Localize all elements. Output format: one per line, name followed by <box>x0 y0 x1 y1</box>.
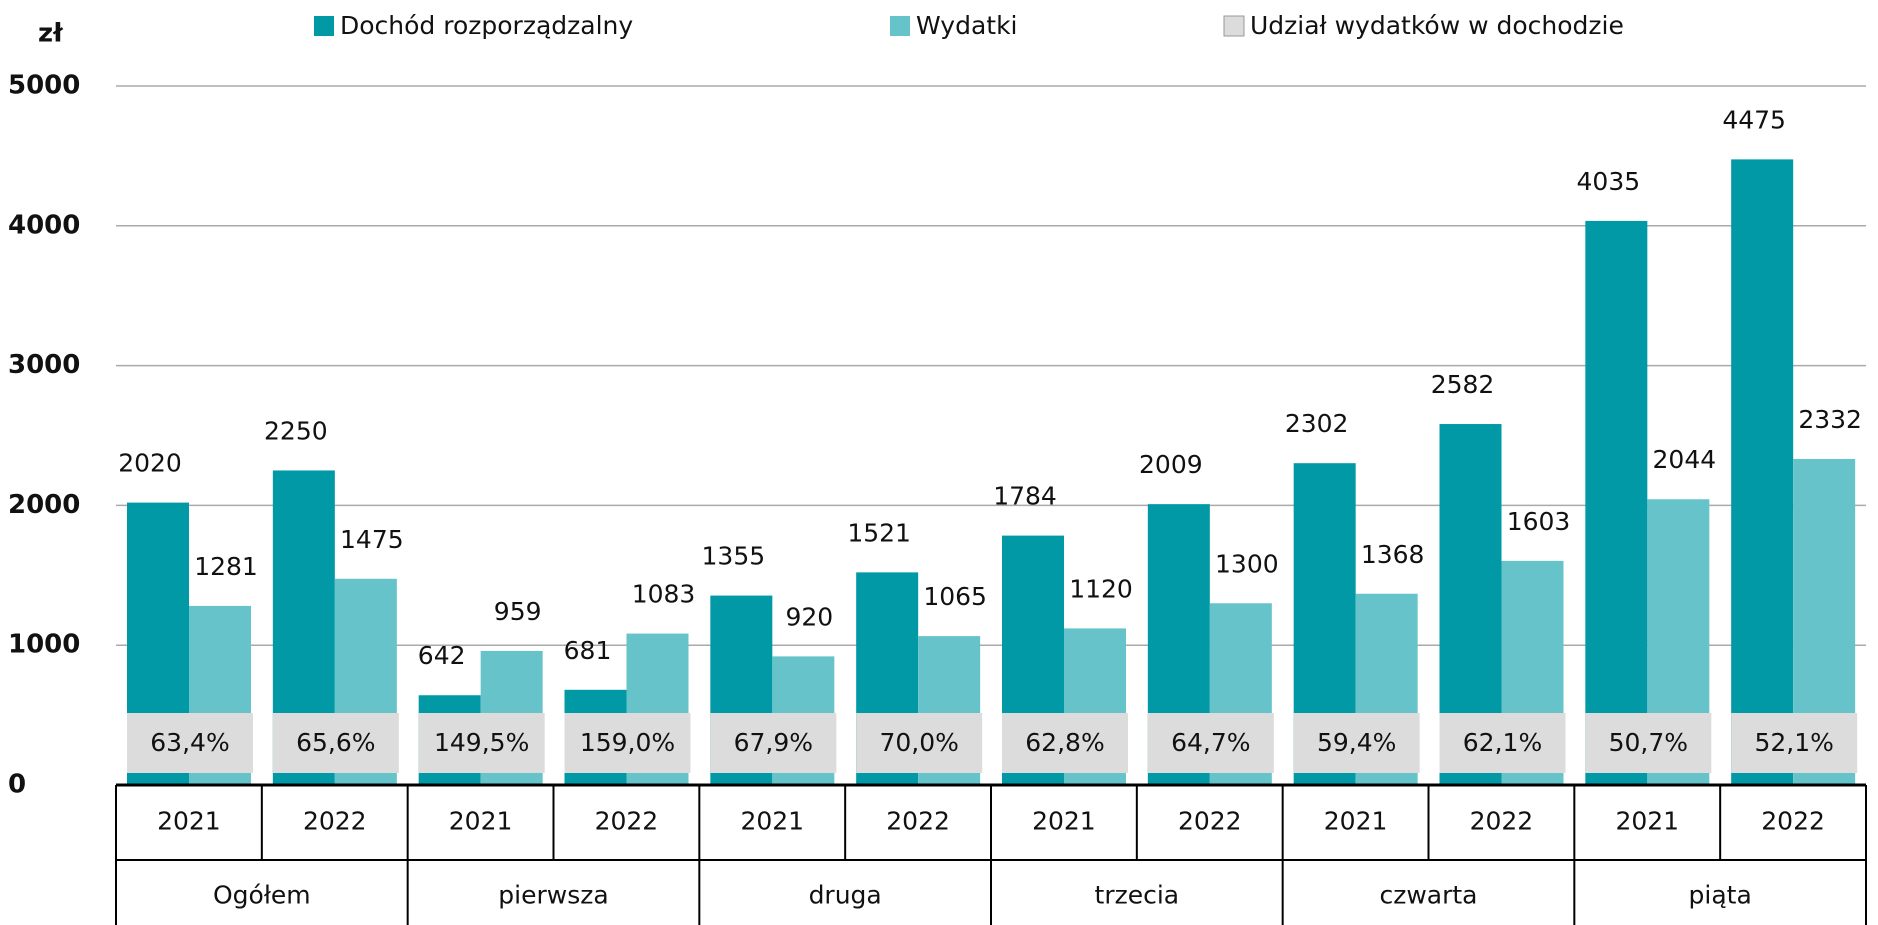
share-box <box>564 713 691 773</box>
share-label: 59,4% <box>1317 728 1396 757</box>
y-tick-label: 3000 <box>8 350 80 380</box>
share-label: 62,8% <box>1025 728 1104 757</box>
x-tick-label: 2021 <box>157 807 221 836</box>
value-label: 1368 <box>1361 540 1425 569</box>
value-label: 2250 <box>264 416 328 445</box>
value-label: 1784 <box>993 482 1057 511</box>
share-box <box>710 713 837 773</box>
x-tick-label: 2022 <box>1470 807 1534 836</box>
x-tick-label: 2022 <box>595 807 659 836</box>
y-axis-label: zł <box>38 19 64 49</box>
share-label: 159,0% <box>580 728 675 757</box>
value-label: 681 <box>564 636 612 665</box>
value-label: 2302 <box>1285 409 1349 438</box>
share-box <box>1002 713 1128 773</box>
group-label: piąta <box>1689 881 1752 910</box>
value-label: 1281 <box>194 552 258 581</box>
value-label: 1355 <box>702 542 766 571</box>
share-label: 52,1% <box>1754 728 1833 757</box>
share-label: 63,4% <box>150 728 229 757</box>
y-tick-label: 4000 <box>8 210 80 240</box>
y-tick-label: 5000 <box>8 71 80 101</box>
value-label: 2020 <box>118 449 182 478</box>
share-box <box>1293 713 1420 773</box>
value-label: 1521 <box>847 518 911 547</box>
legend-swatch <box>1223 15 1245 37</box>
share-box <box>1439 713 1566 773</box>
share-label: 50,7% <box>1609 728 1688 757</box>
share-label: 149,5% <box>434 728 529 757</box>
x-tick-label: 2021 <box>740 807 804 836</box>
value-label: 959 <box>494 597 542 626</box>
share-label: 62,1% <box>1463 728 1542 757</box>
legend-label: Dochód rozporządzalny <box>340 11 633 40</box>
value-label: 1120 <box>1069 574 1133 603</box>
share-box <box>1585 713 1712 773</box>
x-tick-label: 2021 <box>1032 807 1096 836</box>
share-box <box>418 713 545 773</box>
share-box <box>272 713 399 773</box>
legend-swatch <box>890 16 910 36</box>
bar <box>1585 220 1648 786</box>
value-label: 920 <box>785 602 833 631</box>
legend-label: Wydatki <box>916 11 1018 40</box>
x-tick-label: 2021 <box>1615 807 1679 836</box>
value-label: 1300 <box>1215 549 1279 578</box>
x-tick-label: 2022 <box>1761 807 1825 836</box>
share-label: 64,7% <box>1171 728 1250 757</box>
legend-swatch <box>314 16 334 36</box>
y-tick-label: 1000 <box>8 630 80 660</box>
value-label: 2009 <box>1139 450 1203 479</box>
x-tick-label: 2021 <box>449 807 513 836</box>
value-label: 4035 <box>1577 167 1641 196</box>
share-box <box>1731 713 1858 773</box>
value-label: 1603 <box>1507 507 1571 536</box>
value-label: 1065 <box>923 582 987 611</box>
y-tick-label: 2000 <box>8 490 80 520</box>
value-label: 2332 <box>1798 405 1862 434</box>
share-label: 65,6% <box>296 728 375 757</box>
share-label: 67,9% <box>734 728 813 757</box>
x-tick-label: 2022 <box>1178 807 1242 836</box>
value-label: 2582 <box>1431 370 1495 399</box>
group-label: pierwsza <box>498 881 608 910</box>
share-box <box>1147 713 1274 773</box>
y-tick-label: 0 <box>8 770 26 800</box>
share-label: 70,0% <box>879 728 958 757</box>
bar <box>1731 159 1794 785</box>
share-box <box>856 713 983 773</box>
group-label: druga <box>809 881 882 910</box>
group-label: Ogółem <box>213 881 311 910</box>
x-tick-label: 2022 <box>303 807 367 836</box>
legend-label: Udział wydatków w dochodzie <box>1250 11 1624 40</box>
value-label: 1475 <box>340 525 404 554</box>
group-label: trzecia <box>1095 881 1180 910</box>
value-label: 642 <box>418 641 466 670</box>
value-label: 2044 <box>1653 445 1717 474</box>
x-tick-label: 2022 <box>886 807 950 836</box>
share-box <box>127 713 253 773</box>
x-tick-label: 2021 <box>1324 807 1388 836</box>
group-label: czwarta <box>1379 881 1477 910</box>
value-label: 1083 <box>632 580 696 609</box>
value-label: 4475 <box>1722 105 1786 134</box>
